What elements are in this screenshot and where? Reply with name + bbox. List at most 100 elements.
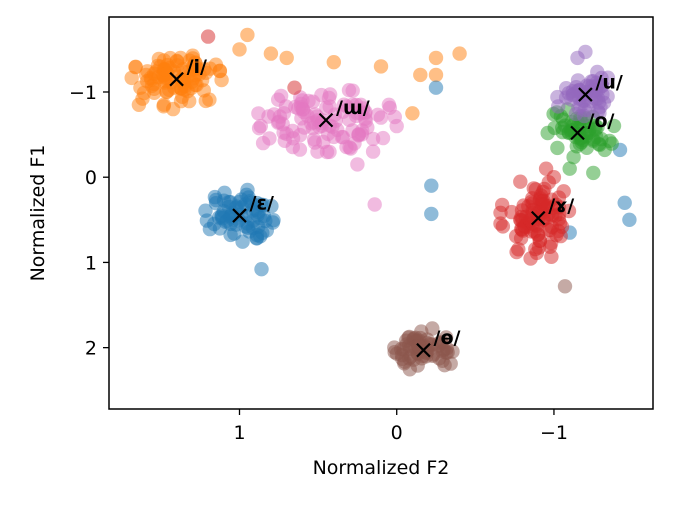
data-point <box>254 262 269 277</box>
data-point <box>307 135 323 150</box>
data-point <box>557 279 573 294</box>
plot-frame <box>108 16 654 410</box>
cluster-label-u: /u/ <box>595 72 622 94</box>
data-point <box>452 46 467 61</box>
data-point <box>221 199 236 215</box>
x-tick-label: −1 <box>540 422 568 444</box>
data-point <box>573 98 588 114</box>
data-point <box>405 106 420 121</box>
data-point <box>566 87 581 102</box>
data-point <box>240 27 255 43</box>
data-point <box>428 67 444 83</box>
data-point <box>617 195 632 210</box>
data-point <box>345 123 360 138</box>
data-point <box>493 216 508 231</box>
data-point <box>159 84 174 99</box>
data-point <box>339 99 354 114</box>
data-point <box>521 199 536 214</box>
data-point <box>326 55 341 70</box>
data-point <box>208 196 224 211</box>
data-point <box>443 356 458 371</box>
data-point <box>495 197 510 213</box>
data-point <box>159 66 174 82</box>
data-point <box>513 174 528 189</box>
data-point <box>200 29 216 44</box>
data-point <box>540 125 555 141</box>
data-point <box>432 351 447 366</box>
y-tick-label: −1 <box>69 82 97 104</box>
data-point <box>198 203 213 218</box>
data-point <box>253 118 268 134</box>
data-point <box>232 194 247 210</box>
data-point <box>425 321 440 336</box>
series-open-e <box>198 80 637 277</box>
data-point <box>578 44 593 60</box>
data-point <box>227 226 242 241</box>
centroid-marker-open-e <box>232 208 247 223</box>
data-point <box>292 127 308 143</box>
data-point <box>539 201 554 216</box>
data-point <box>124 70 139 86</box>
centroid-marker-o <box>570 125 585 141</box>
data-point <box>586 165 601 181</box>
centroid-marker-barred-o <box>416 342 431 358</box>
data-point <box>550 140 565 156</box>
centroid-marker-i <box>169 71 184 87</box>
data-point <box>133 80 148 95</box>
data-point <box>530 227 546 242</box>
data-point <box>543 235 559 251</box>
data-point <box>365 144 381 159</box>
cluster-label-barred-o: /ɵ/ <box>434 327 461 349</box>
data-point <box>185 51 200 66</box>
data-point <box>131 97 147 113</box>
x-tick-label: 1 <box>233 422 245 444</box>
data-point <box>263 46 279 61</box>
data-point <box>287 80 302 95</box>
data-point <box>551 99 566 114</box>
y-axis-title: Normalized F1 <box>27 145 49 282</box>
data-point <box>373 59 389 74</box>
data-point <box>255 135 271 151</box>
data-point <box>240 220 256 235</box>
data-point <box>172 80 188 95</box>
y-tick-label: 0 <box>85 167 97 189</box>
tick-layer: 1 0 −1 −1 0 1 2 <box>69 82 568 444</box>
series-turned-m <box>251 83 404 212</box>
cluster-label-turned-m: /ɯ/ <box>336 97 370 119</box>
data-point <box>367 197 382 212</box>
cluster-label-i: /i/ <box>187 56 207 78</box>
data-point <box>277 133 292 148</box>
data-point <box>590 64 605 80</box>
data-point <box>413 67 428 83</box>
data-point <box>202 92 217 107</box>
data-point <box>562 161 577 176</box>
data-point <box>365 131 381 147</box>
data-point <box>594 78 610 93</box>
data-point <box>604 136 619 151</box>
centroid-marker-rams-horn <box>530 210 546 226</box>
data-point <box>341 83 357 98</box>
data-point <box>350 157 365 172</box>
data-point <box>232 42 247 57</box>
data-point <box>212 63 227 78</box>
data-point <box>373 110 389 125</box>
data-point <box>147 66 162 81</box>
data-point <box>428 80 444 95</box>
data-point <box>250 208 265 223</box>
data-point <box>424 178 439 193</box>
y-tick-label: 2 <box>85 338 97 360</box>
data-point <box>173 93 189 109</box>
data-point <box>279 50 294 66</box>
cluster-label-rams-horn: /ɤ/ <box>548 195 574 217</box>
data-point <box>566 149 581 165</box>
data-point <box>606 118 622 134</box>
centroid-marker-u <box>578 87 593 102</box>
series-i <box>124 27 467 121</box>
data-point <box>622 212 637 227</box>
centroid-marker-turned-m <box>318 112 334 128</box>
data-point <box>542 223 558 238</box>
data-point <box>169 54 185 69</box>
data-point <box>445 344 460 359</box>
data-point <box>156 99 171 114</box>
